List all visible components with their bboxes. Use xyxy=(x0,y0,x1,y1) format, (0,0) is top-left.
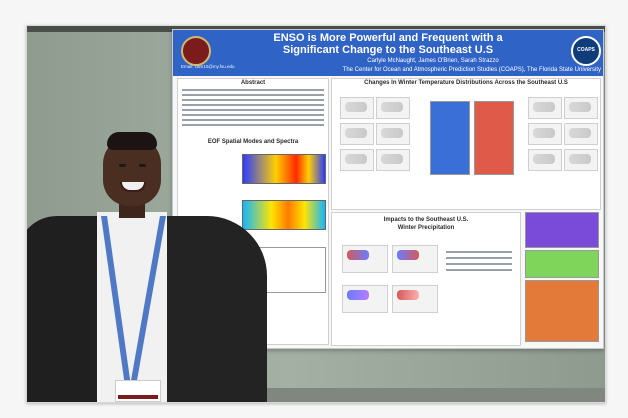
precip-notes-line xyxy=(446,269,512,271)
abstract-text-line xyxy=(182,109,324,111)
eye-right xyxy=(139,164,146,167)
map-shape xyxy=(381,102,403,112)
photo: ENSO is More Powerful and Frequent with … xyxy=(26,25,606,403)
map-shape xyxy=(345,128,367,138)
precip-notes-line xyxy=(446,257,512,259)
precip-map xyxy=(342,245,388,273)
right-top-panel: Changes In Winter Temperature Distributi… xyxy=(331,78,601,210)
map-panel xyxy=(340,97,374,119)
abstract-text-line xyxy=(182,99,324,101)
precip-map-shape xyxy=(397,250,419,260)
map-shape xyxy=(533,154,555,164)
map-panel xyxy=(564,123,598,145)
abstract-text-line xyxy=(182,89,324,91)
key-box-green xyxy=(525,250,599,278)
map-shape xyxy=(533,128,555,138)
precip-map xyxy=(392,285,438,313)
winter-temp-title: Changes In Winter Temperature Distributi… xyxy=(364,80,568,86)
map-panel xyxy=(340,149,374,171)
eof-heatmap-2 xyxy=(242,200,326,230)
abstract-text-line xyxy=(182,114,324,116)
eye-left xyxy=(119,164,126,167)
research-poster: ENSO is More Powerful and Frequent with … xyxy=(172,29,604,349)
abstract-text-line xyxy=(182,104,324,106)
precip-notes-line xyxy=(446,251,512,253)
precip-map xyxy=(342,285,388,313)
abstract-text-line xyxy=(182,94,324,96)
map-shape xyxy=(345,154,367,164)
map-shape xyxy=(381,154,403,164)
eof-title: EOF Spatial Modes and Spectra xyxy=(207,139,299,145)
poster-title-line1: ENSO is More Powerful and Frequent with … xyxy=(273,32,503,44)
map-panel xyxy=(564,97,598,119)
badge-stripe xyxy=(118,395,158,399)
map-shape xyxy=(345,102,367,112)
abstract-title: Abstract xyxy=(240,80,266,86)
map-panel xyxy=(376,123,410,145)
fsu-seal-icon xyxy=(181,36,211,66)
map-panel xyxy=(340,123,374,145)
summary-box-blue xyxy=(430,101,470,175)
precip-map-shape xyxy=(397,290,419,300)
map-panel xyxy=(376,149,410,171)
map-panel xyxy=(528,149,562,171)
map-shape xyxy=(381,128,403,138)
precip-title-line2: Winter Precipitation xyxy=(397,225,455,231)
eof-heatmap-1 xyxy=(242,154,326,184)
presenter-person xyxy=(27,26,605,402)
key-box-orange xyxy=(525,280,599,342)
poster-header: ENSO is More Powerful and Frequent with … xyxy=(173,30,603,76)
poster-authors: Carlyle McNaught, James O'Brien, Sarah S… xyxy=(367,58,499,64)
abstract-text-line xyxy=(182,124,324,126)
map-panel xyxy=(528,123,562,145)
coaps-logo-text: COAPS xyxy=(577,47,595,53)
map-panel xyxy=(528,97,562,119)
map-shape xyxy=(533,102,555,112)
map-panel xyxy=(376,97,410,119)
jacket-right xyxy=(147,216,267,402)
key-box-purple xyxy=(525,212,599,248)
precip-notes-line xyxy=(446,263,512,265)
summary-box-red xyxy=(474,101,514,175)
map-shape xyxy=(569,128,591,138)
hair xyxy=(107,132,157,150)
precip-map xyxy=(392,245,438,273)
poster-affiliation: The Center for Ocean and Atmospheric Pre… xyxy=(342,67,601,73)
precip-map-shape xyxy=(347,250,369,260)
abstract-text-line xyxy=(182,119,324,121)
map-shape xyxy=(569,102,591,112)
map-shape xyxy=(569,154,591,164)
precip-map-shape xyxy=(347,290,369,300)
right-bottom-panel: Impacts to the Southeast U.S. Winter Pre… xyxy=(331,212,521,346)
poster-title: ENSO is More Powerful and Frequent with … xyxy=(238,32,538,56)
coaps-logo-icon: COAPS xyxy=(571,36,601,66)
precip-title-line1: Impacts to the Southeast U.S. xyxy=(383,217,469,223)
poster-email: Email: cam10@my.fsu.edu xyxy=(181,64,235,69)
map-panel xyxy=(564,149,598,171)
poster-title-line2: Significant Change to the Southeast U.S xyxy=(282,44,494,56)
name-badge xyxy=(115,380,161,402)
